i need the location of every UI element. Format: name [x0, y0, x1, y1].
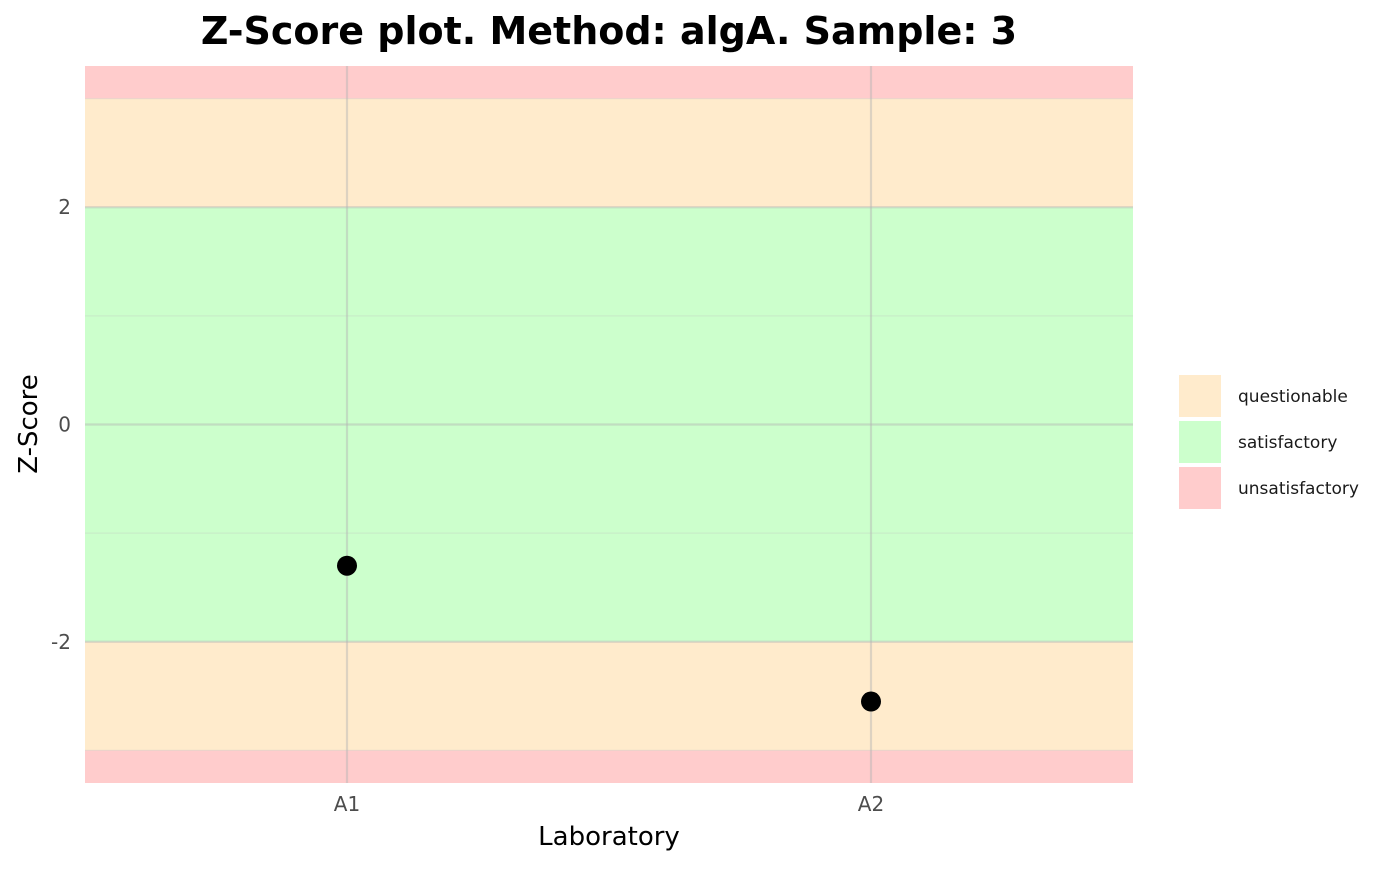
legend: questionable satisfactory unsatisfactory [1179, 375, 1359, 509]
chart-title: Z-Score plot. Method: algA. Sample: 3 [201, 9, 1017, 53]
band-questionable [85, 98, 1133, 208]
legend-label-questionable: questionable [1238, 387, 1348, 407]
band-unsatisfactory [85, 66, 1133, 99]
y-tick-label: -2 [51, 630, 71, 654]
band-questionable [85, 641, 1133, 751]
y-axis-ticks: -2 0 2 [51, 195, 71, 654]
band-unsatisfactory [85, 750, 1133, 783]
legend-key-unsatisfactory [1179, 467, 1221, 509]
x-tick-label: A2 [858, 792, 884, 816]
grid-layer [85, 66, 1133, 783]
band-layer [85, 66, 1133, 783]
legend-label-satisfactory: satisfactory [1238, 433, 1337, 453]
data-point-A2 [861, 691, 881, 712]
x-axis-title: Laboratory [538, 822, 680, 852]
x-tick-label: A1 [334, 792, 360, 816]
y-axis-title: Z-Score [14, 374, 44, 474]
y-tick-label: 0 [58, 413, 71, 437]
legend-key-satisfactory [1179, 421, 1221, 463]
x-axis-ticks: A1 A2 [334, 792, 884, 816]
legend-label-unsatisfactory: unsatisfactory [1238, 479, 1359, 499]
points-layer [337, 555, 881, 712]
y-tick-label: 2 [58, 195, 71, 219]
band-satisfactory [85, 207, 1133, 642]
legend-key-questionable [1179, 375, 1221, 417]
data-point-A1 [337, 555, 357, 576]
